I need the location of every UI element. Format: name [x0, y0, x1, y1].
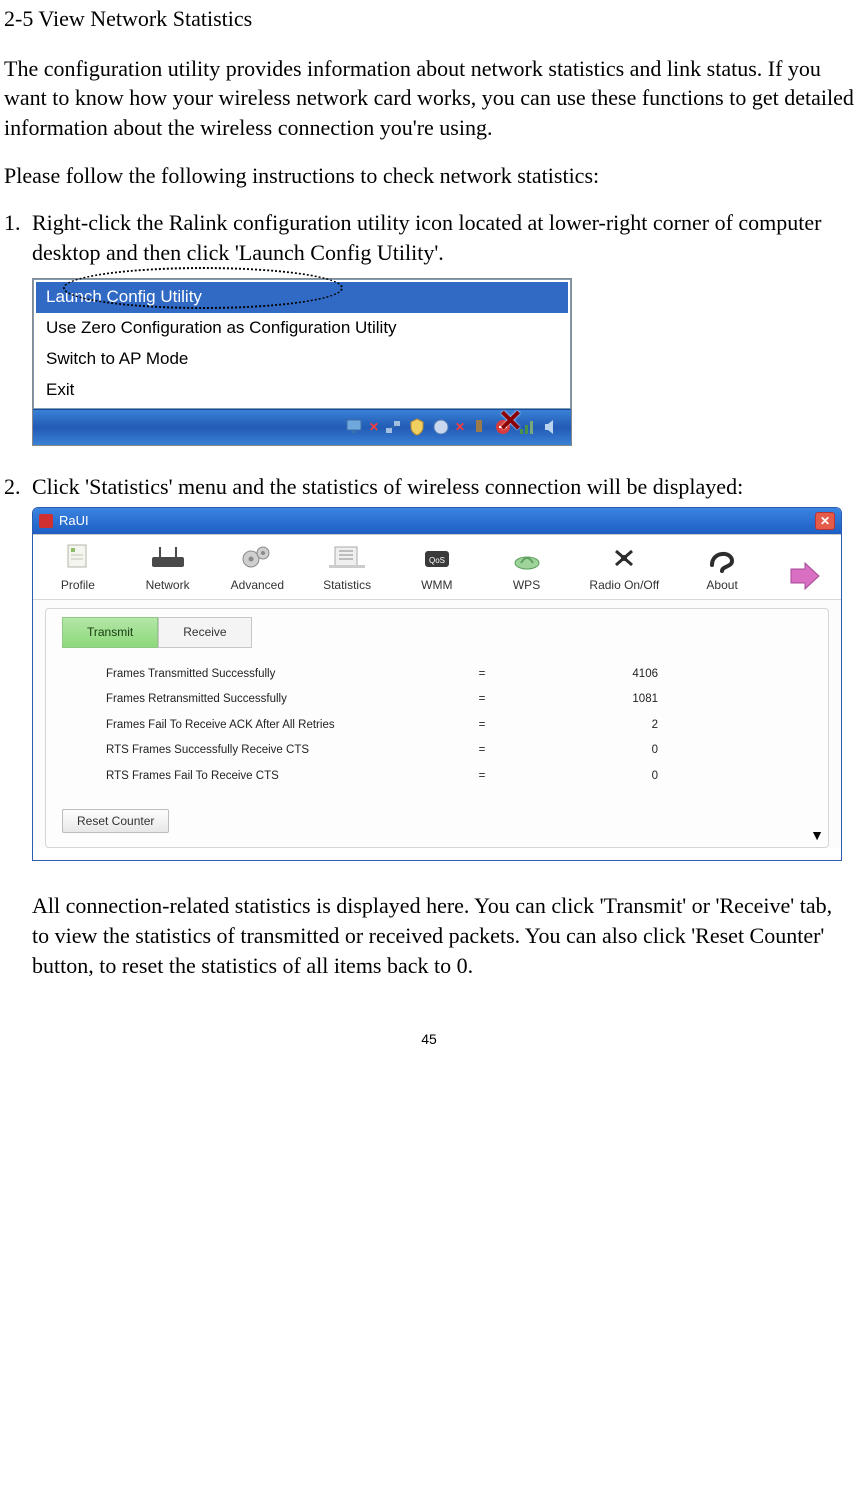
network-icon: [148, 541, 188, 575]
speaker-icon: [541, 417, 561, 437]
tool-label: WPS: [513, 577, 540, 593]
stat-value: 0: [502, 764, 662, 790]
reset-counter-button[interactable]: Reset Counter: [62, 809, 169, 833]
wmm-icon: QoS: [417, 541, 457, 575]
step-text: Click 'Statistics' menu and the statisti…: [32, 472, 854, 502]
tool-wmm[interactable]: QoS WMM: [410, 541, 464, 593]
equals-sign: =: [462, 687, 502, 713]
step-text: Right-click the Ralink configuration uti…: [32, 208, 854, 267]
next-arrow[interactable]: [785, 559, 823, 593]
tool-icon: [469, 417, 489, 437]
table-row: RTS Frames Fail To Receive CTS = 0: [102, 764, 662, 790]
context-menu-figure: Launch Config Utility Use Zero Configura…: [32, 278, 572, 446]
wps-icon: [507, 541, 547, 575]
profile-icon: [58, 541, 98, 575]
tab-receive[interactable]: Receive: [158, 617, 251, 647]
tool-label: WMM: [421, 577, 452, 593]
audio-icon: [431, 417, 451, 437]
equals-sign: =: [462, 764, 502, 790]
step-2: 2. Click 'Statistics' menu and the stati…: [4, 472, 854, 502]
stat-label: Frames Retransmitted Successfully: [102, 687, 462, 713]
table-row: RTS Frames Successfully Receive CTS = 0: [102, 738, 662, 764]
monitor-icon: [345, 417, 365, 437]
svg-text:QoS: QoS: [429, 556, 445, 565]
table-row: Frames Transmitted Successfully = 4106: [102, 662, 662, 688]
tool-radio[interactable]: Radio On/Off: [589, 541, 659, 593]
statistics-table: Frames Transmitted Successfully = 4106 F…: [102, 662, 662, 790]
title-bar: RaUI ✕: [33, 508, 841, 534]
stat-value: 4106: [502, 662, 662, 688]
tool-label: Advanced: [231, 577, 284, 593]
step-number: 2.: [4, 472, 32, 502]
tool-label: Statistics: [323, 577, 371, 593]
tool-label: Radio On/Off: [589, 577, 659, 593]
equals-sign: =: [462, 738, 502, 764]
red-x-icon-2: ✕: [455, 419, 465, 435]
stop-icon: [493, 417, 513, 437]
advanced-icon: [237, 541, 277, 575]
tool-label: Profile: [61, 577, 95, 593]
stat-value: 0: [502, 738, 662, 764]
system-tray: ✕ ✕: [33, 409, 571, 445]
tool-profile[interactable]: Profile: [51, 541, 105, 593]
section-title: 2-5 View Network Statistics: [4, 4, 854, 34]
tool-label: About: [706, 577, 737, 593]
equals-sign: =: [462, 662, 502, 688]
network-icon: [383, 417, 403, 437]
page-number: 45: [4, 1030, 854, 1049]
statistics-panel: Transmit Receive Frames Transmitted Succ…: [45, 608, 829, 848]
radio-icon: [604, 541, 644, 575]
tool-network[interactable]: Network: [141, 541, 195, 593]
tab-transmit[interactable]: Transmit: [62, 617, 158, 647]
signal-icon: [517, 417, 537, 437]
app-icon: [39, 514, 53, 528]
shield-icon: [407, 417, 427, 437]
stat-value: 2: [502, 713, 662, 739]
tool-wps[interactable]: WPS: [500, 541, 554, 593]
instructions-paragraph: Please follow the following instructions…: [4, 161, 854, 191]
chevron-down-icon[interactable]: ▼: [810, 826, 824, 845]
table-row: Frames Fail To Receive ACK After All Ret…: [102, 713, 662, 739]
stat-label: Frames Transmitted Successfully: [102, 662, 462, 688]
close-button[interactable]: ✕: [815, 512, 835, 530]
red-x-icon: ✕: [369, 419, 379, 435]
stat-label: RTS Frames Fail To Receive CTS: [102, 764, 462, 790]
tool-statistics[interactable]: Statistics: [320, 541, 374, 593]
table-row: Frames Retransmitted Successfully = 1081: [102, 687, 662, 713]
stat-label: RTS Frames Successfully Receive CTS: [102, 738, 462, 764]
highlight-ellipse: [63, 267, 343, 309]
stat-value: 1081: [502, 687, 662, 713]
step-1: 1. Right-click the Ralink configuration …: [4, 208, 854, 267]
tool-label: Network: [146, 577, 190, 593]
tool-advanced[interactable]: Advanced: [230, 541, 284, 593]
intro-paragraph: The configuration utility provides infor…: [4, 54, 854, 143]
statistics-icon: [327, 541, 367, 575]
menu-item-zero-config[interactable]: Use Zero Configuration as Configuration …: [36, 313, 568, 344]
window-title: RaUI: [59, 512, 89, 530]
raui-window: RaUI ✕ Profile: [32, 507, 842, 861]
about-icon: [702, 541, 742, 575]
close-icon: ✕: [820, 513, 830, 529]
tool-about[interactable]: About: [695, 541, 749, 593]
toolbar: Profile Network Advanced: [33, 535, 841, 600]
outro-paragraph: All connection-related statistics is dis…: [32, 891, 854, 980]
step-number: 1.: [4, 208, 32, 267]
equals-sign: =: [462, 713, 502, 739]
menu-item-switch-ap[interactable]: Switch to AP Mode: [36, 344, 568, 375]
stat-label: Frames Fail To Receive ACK After All Ret…: [102, 713, 462, 739]
menu-item-exit[interactable]: Exit: [36, 375, 568, 406]
